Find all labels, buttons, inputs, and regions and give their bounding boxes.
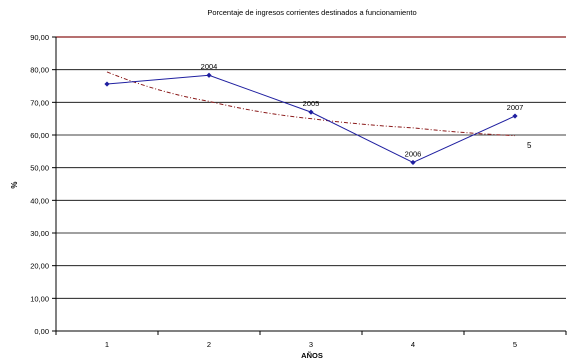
chart-title: Porcentaje de ingresos corrientes destin… — [207, 8, 416, 17]
point-label: 2004 — [201, 62, 218, 71]
y-tick-label: 70,00 — [30, 98, 49, 107]
y-tick-label: 60,00 — [30, 131, 49, 140]
x-tick-labels: 1 2 3 4 5 — [105, 340, 517, 349]
grid — [56, 36, 566, 299]
data-point — [206, 72, 212, 78]
data-point — [104, 81, 110, 87]
x-tick-marks — [55, 331, 567, 335]
trendline — [106, 71, 516, 137]
data-point — [308, 109, 314, 115]
x-tick-label: 4 — [411, 340, 415, 349]
point-label: 2005 — [303, 99, 320, 108]
point-label: 2006 — [405, 149, 422, 158]
x-tick-label: 5 — [513, 340, 517, 349]
data-point — [512, 113, 518, 119]
y-tick-label: 20,00 — [30, 262, 49, 271]
y-tick-label: 50,00 — [30, 164, 49, 173]
x-tick-label: 3 — [309, 340, 313, 349]
y-tick-label: 40,00 — [30, 196, 49, 205]
y-axis-title: % — [10, 181, 19, 188]
y-tick-label: 0,00 — [34, 327, 49, 336]
point-label: 2007 — [507, 103, 524, 112]
point-labels: 2004 2005 2006 2007 — [201, 62, 524, 158]
x-axis-title: AÑOS — [301, 351, 323, 360]
y-tick-label: 30,00 — [30, 229, 49, 238]
x-tick-label: 2 — [207, 340, 211, 349]
y-tick-labels: 0,00 10,00 20,00 30,00 40,00 50,00 60,00 70,00 8… — [30, 33, 56, 336]
data-point — [410, 159, 416, 166]
data-points — [104, 72, 518, 166]
x-tick-label: 1 — [105, 340, 109, 349]
y-tick-label: 80,00 — [30, 66, 49, 75]
y-tick-label: 10,00 — [30, 294, 49, 303]
annotation-label: 5 — [527, 141, 532, 150]
y-tick-label: 90,00 — [30, 33, 49, 42]
